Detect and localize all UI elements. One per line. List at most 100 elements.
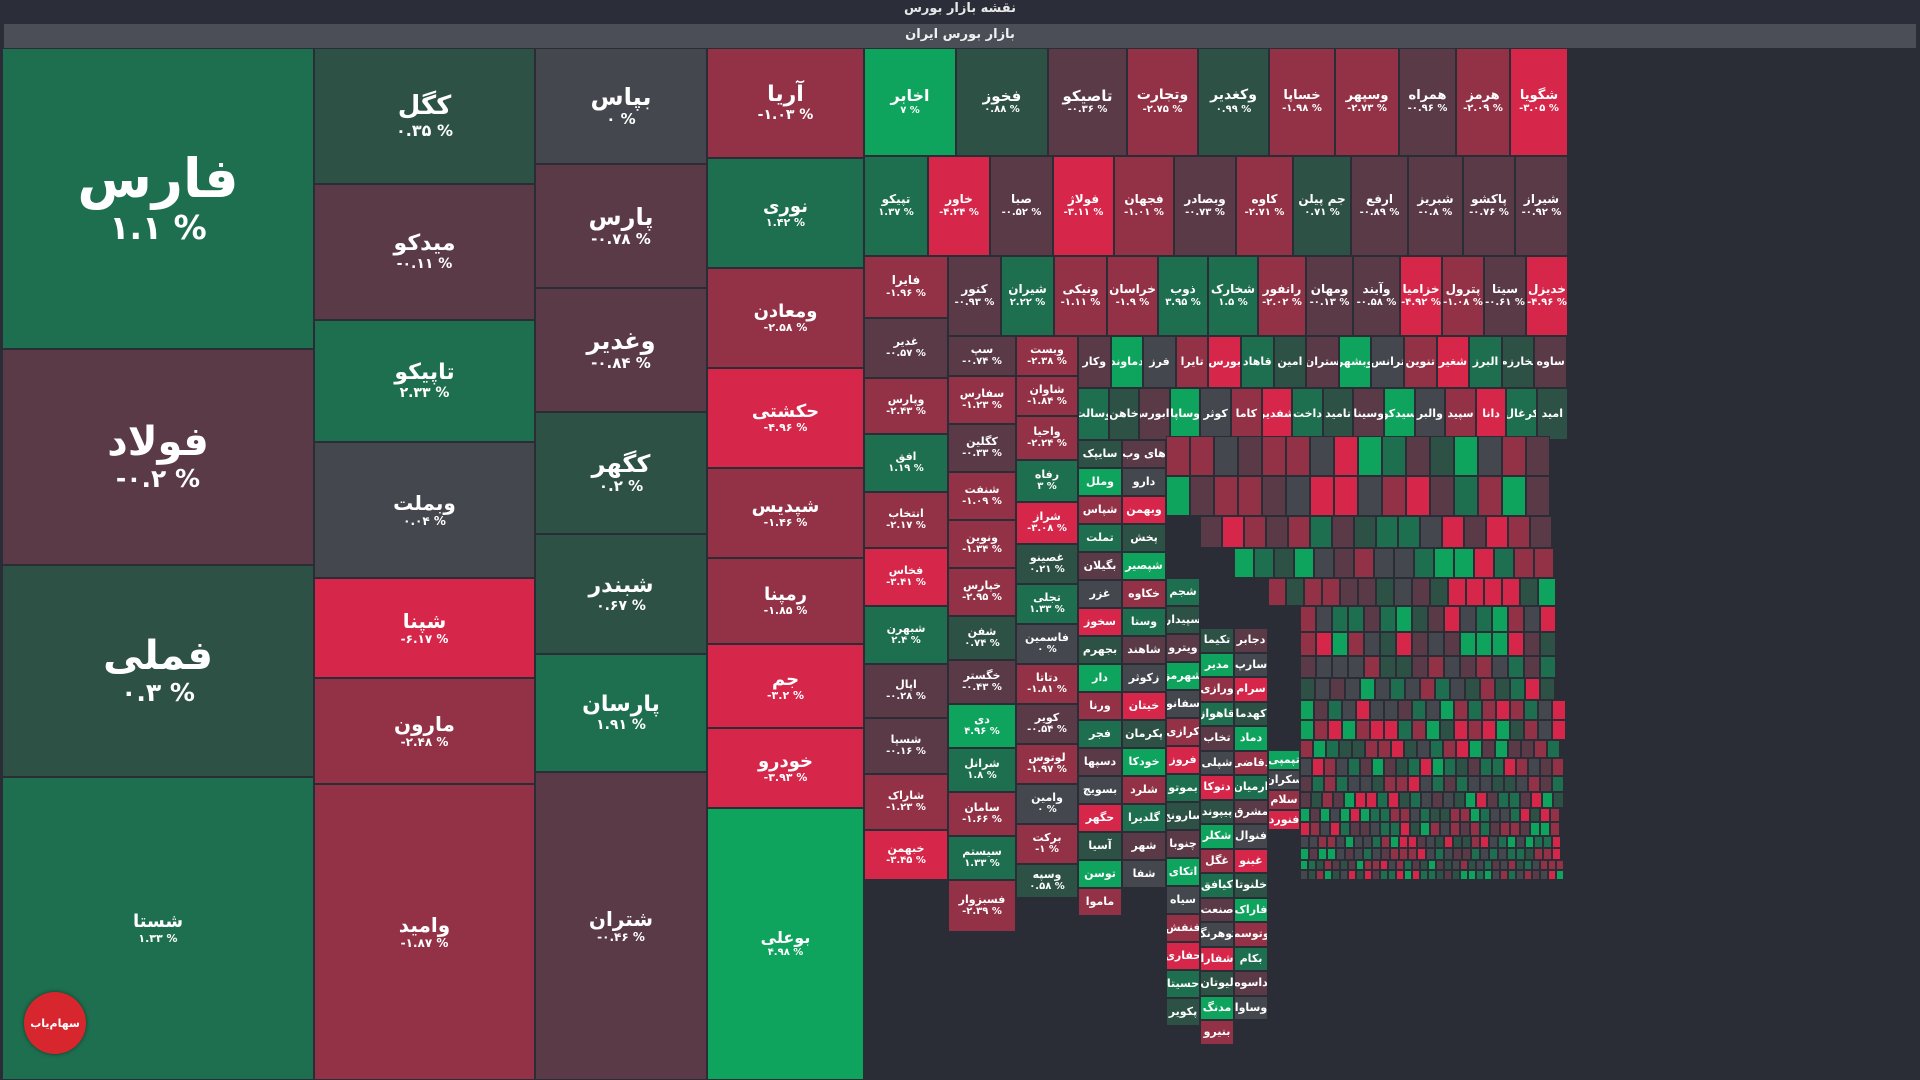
stock-tile-tiny[interactable] [1412,578,1430,606]
stock-tile-small[interactable]: قاهواز [1200,701,1234,726]
stock-tile-tiny[interactable] [1400,808,1410,822]
stock-tile-tiny[interactable] [1514,548,1534,578]
stock-tile-small[interactable]: وساپا [1169,388,1201,440]
stock-tile-tiny[interactable] [1314,700,1328,720]
stock-tile-tiny[interactable] [1490,822,1500,836]
stock-tile[interactable]: ومعادن -۲.۵۸ % [707,268,864,368]
stock-tile-tiny[interactable] [1462,848,1471,860]
stock-tile-tiny[interactable] [1318,836,1327,848]
stock-tile-tiny[interactable] [1380,808,1390,822]
stock-tile-small[interactable]: توسن [1078,860,1122,888]
stock-tile-tiny[interactable] [1426,720,1440,740]
stock-tile[interactable]: جم -۳.۲ % [707,644,864,728]
stock-tile-tiny[interactable] [1542,792,1553,808]
stock-tile-small[interactable]: ویترو [1166,634,1200,662]
stock-tile-tiny[interactable] [1384,720,1398,740]
stock-tile-tiny[interactable] [1394,548,1414,578]
stock-tile-small[interactable]: سیدکو [1384,388,1415,440]
stock-tile-small[interactable]: سیاه [1166,886,1200,914]
stock-tile-tiny[interactable] [1525,848,1534,860]
stock-tile-tiny[interactable] [1534,548,1554,578]
stock-tile-tiny[interactable] [1370,700,1384,720]
stock-tile[interactable]: غدیر -۰.۵۷ % [864,318,948,378]
stock-tile[interactable]: شبندر ۰.۶۷ % [535,534,707,654]
stock-tile-tiny[interactable] [1476,870,1484,880]
stock-tile-small[interactable]: تامید [1322,388,1354,440]
stock-tile-tiny[interactable] [1396,632,1412,656]
stock-tile-small[interactable]: حگهر [1078,804,1122,832]
stock-tile-tiny[interactable] [1412,700,1426,720]
stock-tile-tiny[interactable] [1480,808,1490,822]
stock-tile-tiny[interactable] [1399,792,1410,808]
stock-tile-tiny[interactable] [1384,700,1398,720]
stock-tile-tiny[interactable] [1426,848,1435,860]
stock-tile[interactable]: خزامیا -۴.۹۲ % [1400,256,1442,336]
stock-tile-tiny[interactable] [1286,436,1310,476]
stock-tile-tiny[interactable] [1314,720,1328,740]
stock-tile[interactable]: تجلی ۱.۳۳ % [1016,584,1078,624]
stock-tile-small[interactable]: امین [1273,336,1307,388]
stock-tile-tiny[interactable] [1460,632,1476,656]
stock-tile-small[interactable]: فنفش [1166,914,1200,942]
stock-tile-tiny[interactable] [1524,860,1532,870]
stock-tile-tiny[interactable] [1500,860,1508,870]
stock-tile-tiny[interactable] [1200,516,1222,548]
stock-tile-tiny[interactable] [1190,436,1214,476]
stock-tile-tiny[interactable] [1417,836,1426,848]
stock-tile-tiny[interactable] [1510,822,1520,836]
stock-tile-small[interactable]: کیافق [1200,873,1234,898]
stock-tile-tiny[interactable] [1364,860,1372,870]
stock-tile[interactable]: خبهمن -۳.۴۵ % [864,830,948,880]
stock-tile-tiny[interactable] [1476,792,1487,808]
stock-tile[interactable]: فارس ۱.۱ % [2,48,314,349]
stock-tile-tiny[interactable] [1286,578,1304,606]
stock-tile-tiny[interactable] [1450,808,1460,822]
stock-tile[interactable]: وامین ۰ % [1016,784,1078,824]
stock-tile-tiny[interactable] [1552,836,1561,848]
stock-tile-tiny[interactable] [1316,632,1332,656]
stock-tile-tiny[interactable] [1421,792,1432,808]
stock-tile-tiny[interactable] [1484,860,1492,870]
stock-tile[interactable]: رانفور -۲.۰۲ % [1258,256,1306,336]
stock-tile-tiny[interactable] [1377,792,1388,808]
stock-tile-tiny[interactable] [1310,516,1332,548]
stock-tile-tiny[interactable] [1420,776,1432,792]
stock-tile-small[interactable]: البرز [1469,336,1502,388]
stock-tile-small[interactable]: فروز [1166,746,1200,774]
stock-tile-small[interactable]: کوثر [1200,388,1231,440]
stock-tile-tiny[interactable] [1399,848,1408,860]
stock-tile-small[interactable]: ترانس [1371,336,1404,388]
stock-tile-small[interactable]: تملت [1078,524,1122,552]
stock-tile-tiny[interactable] [1442,516,1464,548]
stock-tile-tiny[interactable] [1516,758,1528,776]
stock-tile-tiny[interactable] [1552,776,1564,792]
stock-tile-tiny[interactable] [1354,516,1376,548]
stock-tile-tiny[interactable] [1510,678,1525,700]
stock-tile-tiny[interactable] [1550,808,1560,822]
stock-tile-small[interactable]: دارو [1122,468,1166,496]
stock-tile-tiny[interactable] [1340,808,1350,822]
stock-tile[interactable]: شرانل ۱.۸ % [948,748,1016,792]
stock-tile-small[interactable]: شغیر [1436,336,1470,388]
stock-tile-small[interactable]: ساوه [1534,336,1567,388]
stock-tile-tiny[interactable] [1502,436,1526,476]
stock-tile-tiny[interactable] [1345,836,1354,848]
stock-tile-tiny[interactable] [1531,792,1542,808]
stock-tile[interactable]: ونوین -۱.۳۴ % [948,520,1016,568]
stock-tile-tiny[interactable] [1382,476,1406,516]
stock-tile[interactable]: کگلین -۰.۳۳ % [948,424,1016,472]
stock-tile-tiny[interactable] [1468,720,1482,740]
stock-tile-tiny[interactable] [1372,776,1384,792]
stock-tile-tiny[interactable] [1468,776,1480,792]
stock-tile-tiny[interactable] [1412,860,1420,870]
stock-tile-tiny[interactable] [1381,836,1390,848]
stock-tile-tiny[interactable] [1315,678,1330,700]
stock-tile-tiny[interactable] [1440,720,1454,740]
stock-tile[interactable]: تاصیکو -۰.۳۶ % [1048,48,1127,156]
stock-tile-small[interactable]: چنوبا [1166,830,1200,858]
stock-tile-tiny[interactable] [1460,808,1470,822]
stock-tile-small[interactable]: پکویر [1166,998,1200,1026]
stock-tile-tiny[interactable] [1360,758,1372,776]
stock-tile-small[interactable]: کرازی [1166,718,1200,746]
stock-tile-tiny[interactable] [1300,860,1308,870]
